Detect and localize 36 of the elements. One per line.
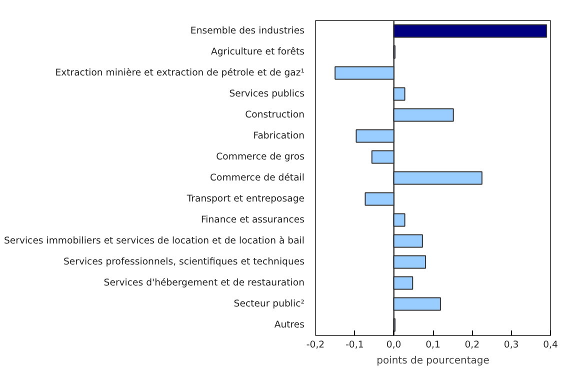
- y-tick-label: Services publics: [229, 88, 305, 100]
- y-tick-label: Commerce de gros: [216, 152, 305, 162]
- x-tick-label: 0,0: [386, 340, 402, 350]
- bar: [364, 192, 394, 206]
- y-tick-label: Commerce de détail: [210, 172, 305, 184]
- bar: [393, 24, 548, 38]
- bar: [393, 171, 482, 185]
- bar: [393, 297, 441, 311]
- x-tick-label: 0,3: [504, 340, 519, 350]
- y-tick-label: Finance et assurances: [200, 214, 305, 226]
- bar: [393, 87, 406, 101]
- y-tick-label: Secteur public²: [234, 298, 305, 310]
- bar: [356, 129, 394, 143]
- y-tick-label: Extraction minière et extraction de pétrole et de gaz¹: [55, 68, 305, 78]
- x-tick-label: 0,2: [464, 340, 480, 350]
- x-tick-label: 0,4: [543, 340, 558, 350]
- y-tick-label: Ensemble des industries: [190, 26, 305, 36]
- y-tick-label: Autres: [274, 320, 305, 330]
- x-tick-label: 0,1: [426, 340, 440, 350]
- y-tick-label: Transport et entreposage: [186, 194, 305, 204]
- x-axis-title: points de pourcentage: [376, 356, 490, 366]
- x-tick-label: -0,2: [306, 340, 325, 350]
- bar: [334, 66, 394, 80]
- bar: [393, 108, 454, 122]
- y-tick-label: Services professionnels, scientifiques et techniques: [63, 256, 305, 268]
- x-tick-label: -0,1: [346, 340, 364, 350]
- y-tick-label: Construction: [245, 110, 305, 120]
- bar: [393, 213, 406, 227]
- y-tick-label: Fabrication: [253, 130, 305, 142]
- bar: [371, 150, 394, 164]
- y-tick-label: Services d'hébergement et de restauration: [104, 278, 305, 288]
- bar: [393, 255, 426, 269]
- bar: [393, 276, 414, 290]
- y-tick-label: Agriculture et forêts: [210, 46, 305, 58]
- bar: [393, 234, 423, 248]
- y-tick-label: Services immobiliers et services de location et de location à bail: [4, 236, 305, 246]
